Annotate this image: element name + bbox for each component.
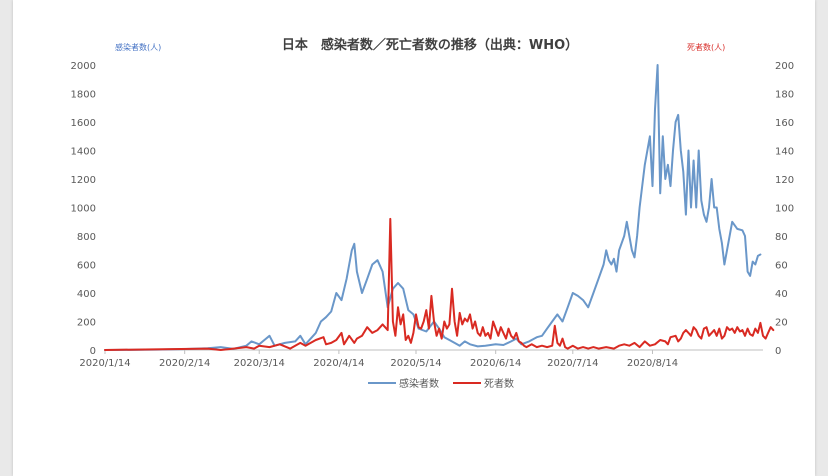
right-tick-label: 80 bbox=[775, 232, 788, 243]
right-tick-label: 200 bbox=[775, 61, 794, 72]
right-axis-ticks: 0 20 40 60 80 100 120 140 160 180 200 bbox=[775, 61, 794, 357]
left-tick-label: 2000 bbox=[71, 61, 96, 72]
deaths-line bbox=[104, 217, 775, 351]
right-axis-unit-label: 死者数(人) bbox=[687, 42, 725, 52]
left-axis-unit-label: 感染者数(人) bbox=[115, 42, 161, 52]
left-tick-label: 1600 bbox=[71, 118, 96, 129]
left-tick-label: 1000 bbox=[71, 204, 96, 215]
left-tick-label: 600 bbox=[77, 261, 96, 272]
left-tick-label: 1400 bbox=[71, 147, 96, 158]
left-tick-label: 400 bbox=[77, 289, 96, 300]
x-tick-label: 2020/7/14 bbox=[547, 358, 598, 369]
x-tick-label: 2020/1/14 bbox=[79, 358, 130, 369]
x-tick-label: 2020/2/14 bbox=[159, 358, 210, 369]
series-layer bbox=[104, 64, 775, 351]
right-tick-label: 0 bbox=[775, 346, 781, 357]
infections-line bbox=[104, 64, 762, 351]
right-tick-label: 20 bbox=[775, 318, 788, 329]
x-tick-label: 2020/8/14 bbox=[627, 358, 678, 369]
x-axis-ticks: 2020/1/14 2020/2/14 2020/3/14 2020/4/14 2020… bbox=[79, 350, 678, 369]
chart-card: 日本 感染者数／死亡者数の推移（出典：WHO） 感染者数(人) 死者数(人) 0… bbox=[13, 0, 815, 476]
left-tick-label: 0 bbox=[90, 346, 96, 357]
right-tick-label: 140 bbox=[775, 147, 794, 158]
right-tick-label: 40 bbox=[775, 289, 788, 300]
x-tick-label: 2020/6/14 bbox=[470, 358, 521, 369]
left-tick-label: 800 bbox=[77, 232, 96, 243]
right-tick-label: 60 bbox=[775, 261, 788, 272]
line-chart: 日本 感染者数／死亡者数の推移（出典：WHO） 感染者数(人) 死者数(人) 0… bbox=[71, 37, 795, 390]
left-tick-label: 200 bbox=[77, 318, 96, 329]
right-tick-label: 160 bbox=[775, 118, 794, 129]
left-tick-label: 1800 bbox=[71, 90, 96, 101]
legend-label-infections: 感染者数 bbox=[399, 377, 439, 390]
right-tick-label: 180 bbox=[775, 90, 794, 101]
left-tick-label: 1200 bbox=[71, 175, 96, 186]
legend: 感染者数 死者数 bbox=[368, 377, 514, 390]
x-tick-label: 2020/3/14 bbox=[234, 358, 285, 369]
x-tick-label: 2020/4/14 bbox=[313, 358, 364, 369]
chart-title: 日本 感染者数／死亡者数の推移（出典：WHO） bbox=[282, 37, 578, 53]
right-tick-label: 120 bbox=[775, 175, 794, 186]
x-tick-label: 2020/5/14 bbox=[390, 358, 441, 369]
legend-label-deaths: 死者数 bbox=[484, 377, 514, 390]
right-tick-label: 100 bbox=[775, 204, 794, 215]
left-axis-ticks: 0 200 400 600 800 1000 1200 1400 1600 1800 2000 bbox=[71, 61, 96, 357]
